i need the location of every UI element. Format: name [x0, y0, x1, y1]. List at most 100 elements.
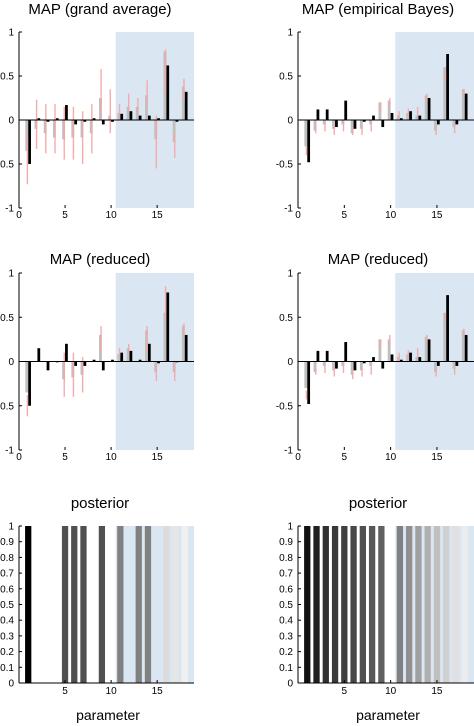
- bar-black: [372, 357, 375, 362]
- bar-black: [120, 352, 124, 362]
- error-bar-pink: [128, 343, 130, 353]
- y-tick-label: -0.5: [0, 401, 14, 412]
- bar-black: [409, 111, 412, 120]
- error-bar-pink: [137, 98, 139, 116]
- bar-black: [184, 334, 188, 362]
- bar-black: [362, 361, 366, 364]
- x-tick-label: 0: [295, 210, 301, 221]
- error-bar-pink: [416, 348, 419, 358]
- y-tick-label: 0.3: [279, 631, 293, 642]
- x-tick-label: 10: [385, 452, 397, 463]
- bar-gray: [359, 361, 363, 371]
- x-tick-label: 5: [62, 686, 68, 697]
- y-tick-label: -1: [284, 446, 293, 457]
- bar-gray: [424, 336, 428, 362]
- posterior-bar: [424, 526, 431, 683]
- error-bar-pink: [361, 126, 363, 135]
- bar-black: [455, 361, 459, 366]
- y-tick-label: 0.5: [279, 72, 293, 83]
- y-tick-label: 0: [287, 679, 293, 690]
- bar-black: [166, 65, 170, 120]
- error-bar-pink: [100, 68, 102, 119]
- y-tick-label: 0.3: [0, 631, 14, 642]
- x-tick-label: 0: [295, 452, 301, 463]
- bar-gray: [126, 106, 130, 120]
- error-bar-pink: [324, 122, 326, 132]
- bar-black: [353, 120, 357, 129]
- error-bar-pink: [35, 99, 38, 150]
- bar-gray: [369, 120, 373, 125]
- posterior-bar: [117, 526, 124, 683]
- bar-black: [101, 361, 105, 371]
- bar-black: [111, 359, 114, 362]
- bar-gray: [126, 348, 130, 362]
- y-tick-label: 0.6: [279, 584, 293, 595]
- posterior-bar: [172, 526, 179, 683]
- y-tick-label: 0.9: [279, 537, 293, 548]
- y-tick-label: 0.4: [279, 616, 293, 627]
- x-tick-label: 10: [385, 686, 397, 697]
- y-tick-label: 0: [287, 357, 293, 368]
- posterior-bar: [406, 526, 413, 683]
- error-bar-pink: [333, 367, 335, 377]
- bar-black: [390, 112, 394, 120]
- posterior-bar: [396, 526, 404, 683]
- error-bar-pink: [146, 80, 148, 107]
- bar-gray: [172, 120, 176, 142]
- bar-gray: [341, 120, 345, 125]
- bar-gray: [322, 120, 326, 125]
- bar-black: [184, 91, 188, 120]
- error-bar-pink: [398, 352, 400, 362]
- bar-black: [381, 120, 385, 128]
- x-tick-label: 0: [16, 452, 22, 463]
- error-bar-pink: [91, 104, 93, 154]
- bar-black: [409, 352, 412, 362]
- bar-black: [138, 115, 142, 120]
- y-tick-label: -0.5: [276, 160, 294, 171]
- bar-gray: [443, 67, 447, 120]
- posterior-bar: [341, 526, 348, 683]
- x-tick-label: 15: [431, 210, 443, 221]
- error-bar-pink: [463, 328, 465, 338]
- posterior-bar: [378, 526, 385, 683]
- bar-gray: [350, 361, 354, 375]
- bar-gray: [387, 339, 391, 362]
- error-bar-pink: [444, 312, 447, 322]
- error-bar-pink: [305, 390, 308, 400]
- y-tick-label: 0.1: [0, 663, 14, 674]
- posterior-bar: [350, 526, 357, 683]
- chart-title: MAP (empirical Bayes): [302, 1, 454, 18]
- error-bar-pink: [81, 111, 84, 164]
- error-bar-pink: [407, 108, 410, 118]
- y-tick-label: 0.5: [279, 313, 293, 324]
- posterior-bar: [144, 526, 152, 683]
- chart-title: MAP (reduced): [50, 251, 151, 268]
- error-bar-pink: [45, 104, 47, 154]
- bar-black: [353, 361, 357, 371]
- error-bar-pink: [63, 106, 65, 160]
- bar-black: [316, 350, 320, 362]
- bar-black: [418, 357, 422, 362]
- bar-gray: [461, 330, 465, 362]
- bar-black: [464, 93, 468, 120]
- posterior-bar: [452, 526, 459, 683]
- bar-black: [362, 120, 366, 122]
- bar-black: [101, 120, 105, 125]
- y-tick-label: 0.6: [0, 584, 14, 595]
- x-tick-label: 15: [152, 210, 164, 221]
- bar-black: [129, 350, 133, 362]
- bar-black: [28, 361, 31, 406]
- error-bar-pink: [63, 352, 65, 397]
- bar-black: [157, 118, 160, 120]
- y-tick-label: 1: [287, 28, 293, 39]
- error-bar-pink: [389, 334, 391, 344]
- error-bar-pink: [118, 348, 121, 358]
- y-tick-label: 0: [8, 116, 14, 127]
- y-tick-label: -1: [284, 204, 293, 215]
- error-bar-pink: [398, 111, 400, 120]
- bar-black: [157, 361, 160, 364]
- error-bar-pink: [314, 365, 317, 375]
- error-bar-pink: [164, 49, 167, 94]
